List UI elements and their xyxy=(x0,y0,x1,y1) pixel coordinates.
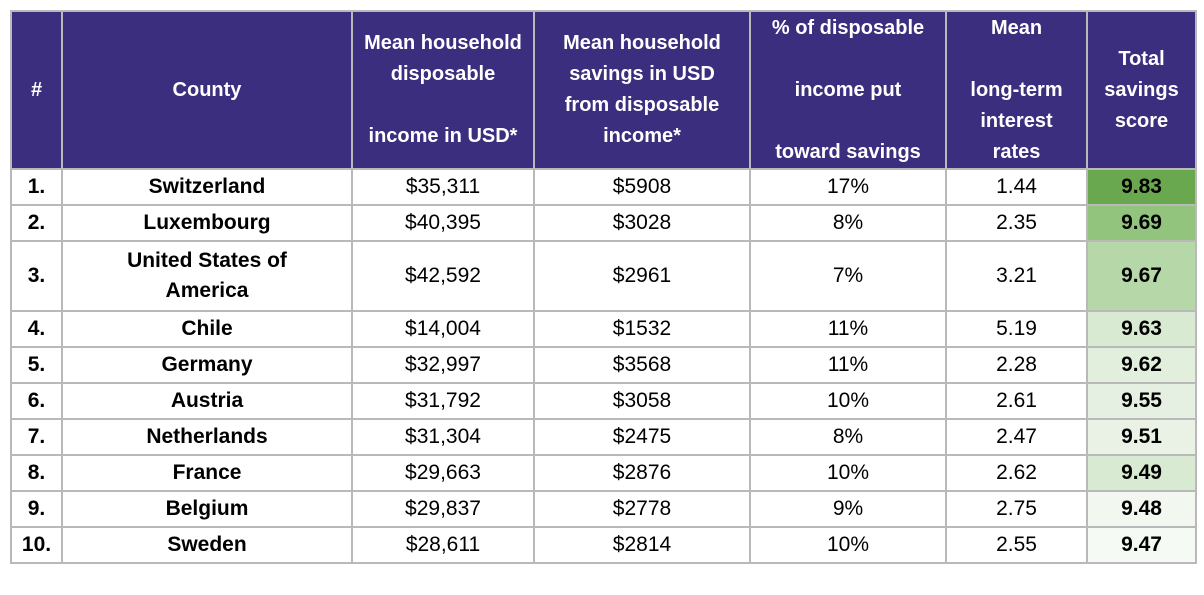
cell-interest: 2.62 xyxy=(945,454,1088,492)
cell-country: Switzerland xyxy=(61,168,353,206)
cell-income: $29,837 xyxy=(351,490,535,528)
cell-savings: $2778 xyxy=(533,490,751,528)
cell-country: Netherlands xyxy=(61,418,353,456)
cell-country: France xyxy=(61,454,353,492)
cell-score: 9.67 xyxy=(1086,240,1197,312)
cell-interest: 2.55 xyxy=(945,526,1088,564)
cell-savings: $2475 xyxy=(533,418,751,456)
table-row: 8. France $29,663 $2876 10% 2.62 9.49 xyxy=(10,454,1197,492)
header-interest: Mean long-term interest rates xyxy=(945,10,1088,170)
cell-country: Germany xyxy=(61,346,353,384)
cell-savings: $1532 xyxy=(533,310,751,348)
cell-country: Chile xyxy=(61,310,353,348)
table-body: 1. Switzerland $35,311 $5908 17% 1.44 9.83 2. Lu… xyxy=(10,168,1197,564)
cell-percent: 10% xyxy=(749,526,947,564)
cell-rank: 5. xyxy=(10,346,63,384)
cell-rank: 7. xyxy=(10,418,63,456)
cell-savings: $3028 xyxy=(533,204,751,242)
cell-savings: $2814 xyxy=(533,526,751,564)
cell-country: Sweden xyxy=(61,526,353,564)
table-row: 1. Switzerland $35,311 $5908 17% 1.44 9.83 xyxy=(10,168,1197,206)
table-row: 3. United States of America $42,592 $2961 7%… xyxy=(10,240,1197,312)
cell-country: United States of America xyxy=(61,240,353,312)
cell-score: 9.48 xyxy=(1086,490,1197,528)
cell-income: $40,395 xyxy=(351,204,535,242)
cell-interest: 3.21 xyxy=(945,240,1088,312)
cell-savings: $2961 xyxy=(533,240,751,312)
table-row: 10. Sweden $28,611 $2814 10% 2.55 9.47 xyxy=(10,526,1197,564)
table-row: 9. Belgium $29,837 $2778 9% 2.75 9.48 xyxy=(10,490,1197,528)
cell-rank: 1. xyxy=(10,168,63,206)
cell-interest: 1.44 xyxy=(945,168,1088,206)
cell-percent: 8% xyxy=(749,204,947,242)
cell-interest: 2.61 xyxy=(945,382,1088,420)
cell-interest: 2.28 xyxy=(945,346,1088,384)
cell-interest: 2.47 xyxy=(945,418,1088,456)
cell-score: 9.63 xyxy=(1086,310,1197,348)
cell-income: $35,311 xyxy=(351,168,535,206)
cell-percent: 11% xyxy=(749,346,947,384)
cell-percent: 17% xyxy=(749,168,947,206)
header-country: County xyxy=(61,10,353,170)
header-score: Total savings score xyxy=(1086,10,1197,170)
cell-income: $42,592 xyxy=(351,240,535,312)
cell-score: 9.83 xyxy=(1086,168,1197,206)
cell-score: 9.62 xyxy=(1086,346,1197,384)
cell-rank: 10. xyxy=(10,526,63,564)
cell-interest: 5.19 xyxy=(945,310,1088,348)
cell-income: $29,663 xyxy=(351,454,535,492)
cell-percent: 10% xyxy=(749,382,947,420)
cell-score: 9.49 xyxy=(1086,454,1197,492)
cell-savings: $3058 xyxy=(533,382,751,420)
cell-score: 9.47 xyxy=(1086,526,1197,564)
cell-income: $14,004 xyxy=(351,310,535,348)
cell-rank: 2. xyxy=(10,204,63,242)
cell-percent: 7% xyxy=(749,240,947,312)
savings-ranking-table: # County Mean household disposable incom… xyxy=(10,10,1197,564)
cell-rank: 3. xyxy=(10,240,63,312)
cell-country: Luxembourg xyxy=(61,204,353,242)
cell-score: 9.51 xyxy=(1086,418,1197,456)
table-row: 5. Germany $32,997 $3568 11% 2.28 9.62 xyxy=(10,346,1197,384)
table-row: 2. Luxembourg $40,395 $3028 8% 2.35 9.69 xyxy=(10,204,1197,242)
table-row: 4. Chile $14,004 $1532 11% 5.19 9.63 xyxy=(10,310,1197,348)
cell-savings: $2876 xyxy=(533,454,751,492)
cell-income: $31,304 xyxy=(351,418,535,456)
cell-income: $28,611 xyxy=(351,526,535,564)
cell-interest: 2.75 xyxy=(945,490,1088,528)
cell-rank: 4. xyxy=(10,310,63,348)
cell-country: Belgium xyxy=(61,490,353,528)
cell-score: 9.69 xyxy=(1086,204,1197,242)
header-income: Mean household disposable income in USD* xyxy=(351,10,535,170)
cell-savings: $5908 xyxy=(533,168,751,206)
cell-score: 9.55 xyxy=(1086,382,1197,420)
header-rank: # xyxy=(10,10,63,170)
cell-rank: 9. xyxy=(10,490,63,528)
cell-percent: 11% xyxy=(749,310,947,348)
cell-interest: 2.35 xyxy=(945,204,1088,242)
cell-rank: 8. xyxy=(10,454,63,492)
table-row: 6. Austria $31,792 $3058 10% 2.61 9.55 xyxy=(10,382,1197,420)
cell-percent: 8% xyxy=(749,418,947,456)
header-row: # County Mean household disposable incom… xyxy=(10,10,1197,170)
header-percent: % of disposable income put toward saving… xyxy=(749,10,947,170)
table-row: 7. Netherlands $31,304 $2475 8% 2.47 9.51 xyxy=(10,418,1197,456)
cell-rank: 6. xyxy=(10,382,63,420)
cell-savings: $3568 xyxy=(533,346,751,384)
cell-country: Austria xyxy=(61,382,353,420)
cell-percent: 9% xyxy=(749,490,947,528)
cell-income: $31,792 xyxy=(351,382,535,420)
cell-percent: 10% xyxy=(749,454,947,492)
cell-income: $32,997 xyxy=(351,346,535,384)
header-savings: Mean household savings in USD from dispo… xyxy=(533,10,751,170)
